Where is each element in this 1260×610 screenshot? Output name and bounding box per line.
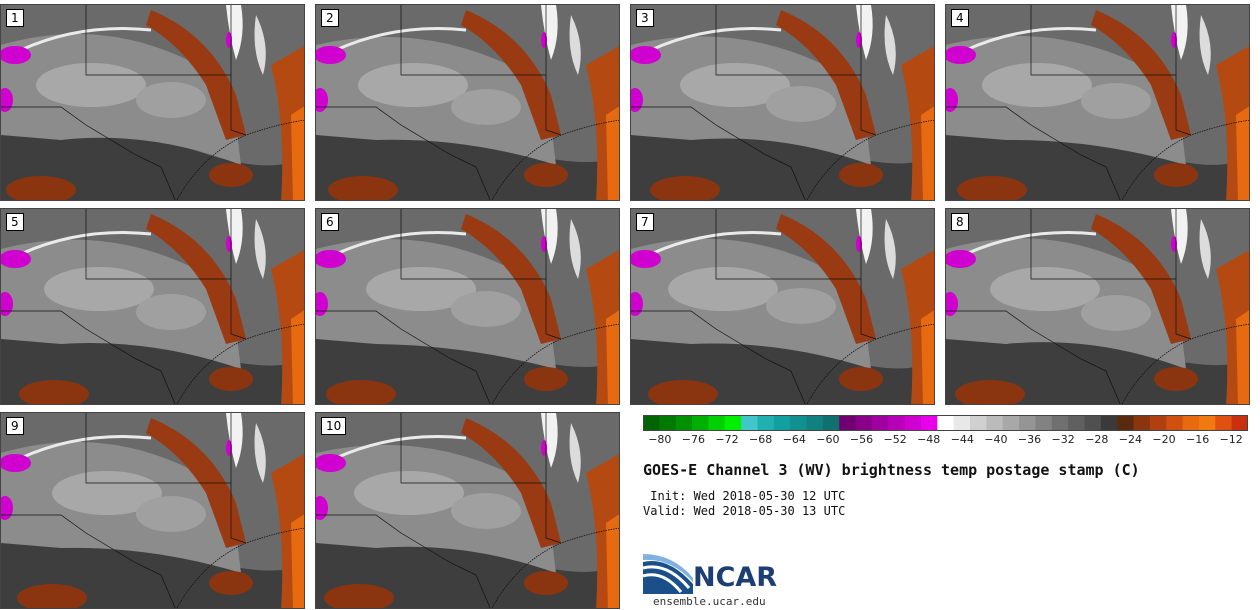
- colorbar-tick: −16: [1185, 433, 1210, 446]
- colorbar-swatch: [839, 415, 857, 431]
- colorbar-swatch: [757, 415, 775, 431]
- panel-label: 1: [6, 9, 24, 27]
- wv-map: [1, 5, 304, 200]
- wv-map: [1, 209, 304, 404]
- panel-label: 10: [321, 417, 347, 435]
- panel-3: 3: [630, 4, 935, 201]
- colorbar-tick: −44: [950, 433, 974, 446]
- colorbar-tick: −24: [1118, 433, 1142, 446]
- colorbar-tick: −20: [1152, 433, 1176, 446]
- colorbar-swatch: [1035, 415, 1053, 431]
- colorbar-swatch: [888, 415, 906, 431]
- ncar-logo-text: NCAR: [693, 562, 778, 593]
- colorbar-swatch: [1166, 415, 1184, 431]
- panel-7: 7: [630, 208, 935, 405]
- panel-6: 6: [315, 208, 620, 405]
- wv-map: [946, 209, 1249, 404]
- site-url: ensemble.ucar.edu: [653, 595, 766, 608]
- panel-label: 6: [321, 213, 339, 231]
- colorbar-swatch: [986, 415, 1004, 431]
- colorbar-swatch: [1133, 415, 1151, 431]
- colorbar-swatch: [822, 415, 840, 431]
- colorbar-swatch: [904, 415, 922, 431]
- panel-10: 10: [315, 412, 620, 609]
- colorbar-tick: −52: [883, 433, 907, 446]
- panel-4: 4: [945, 4, 1250, 201]
- colorbar-swatch: [1117, 415, 1135, 431]
- valid-time: Valid: Wed 2018-05-30 13 UTC: [643, 504, 846, 518]
- panel-label: 2: [321, 9, 339, 27]
- figure-title: GOES-E Channel 3 (WV) brightness temp po…: [643, 461, 1140, 479]
- colorbar-swatch: [773, 415, 791, 431]
- ncar-logo-icon: [643, 554, 693, 594]
- colorbar-swatch: [920, 415, 938, 431]
- colorbar-swatch: [937, 415, 955, 431]
- wv-map: [946, 5, 1249, 200]
- panel-label: 8: [951, 213, 969, 231]
- panel-9: 9: [0, 412, 305, 609]
- panel-1: 1: [0, 4, 305, 201]
- colorbar-swatch: [741, 415, 758, 431]
- panel-label: 5: [6, 213, 24, 231]
- colorbar-swatch: [806, 415, 824, 431]
- colorbar-tick: −12: [1219, 433, 1243, 446]
- panel-label: 7: [636, 213, 654, 231]
- colorbar-tick: −72: [715, 433, 739, 446]
- colorbar-swatch: [1051, 415, 1069, 431]
- wv-map: [316, 413, 619, 608]
- colorbar-tick: −60: [816, 433, 840, 446]
- colorbar-tick: −32: [1051, 433, 1075, 446]
- colorbar-swatch: [855, 415, 873, 431]
- colorbar-tick: −40: [984, 433, 1008, 446]
- panel-2: 2: [315, 4, 620, 201]
- colorbar-swatch: [1215, 415, 1233, 431]
- colorbar-tick: −28: [1085, 433, 1109, 446]
- wv-map: [316, 209, 619, 404]
- colorbar-swatch: [953, 415, 971, 431]
- colorbar-swatch: [1068, 415, 1085, 431]
- colorbar-swatch: [675, 415, 693, 431]
- colorbar-swatch: [1149, 415, 1167, 431]
- init-time: Init: Wed 2018-05-30 12 UTC: [643, 489, 846, 503]
- colorbar-swatch: [1019, 415, 1036, 431]
- wv-map: [631, 209, 934, 404]
- wv-map: [631, 5, 934, 200]
- colorbar-swatch: [1100, 415, 1118, 431]
- wv-map: [316, 5, 619, 200]
- colorbar-swatch: [643, 415, 660, 431]
- colorbar-swatch: [659, 415, 677, 431]
- colorbar-swatch: [1084, 415, 1102, 431]
- colorbar-swatch: [708, 415, 726, 431]
- colorbar-tick: −36: [1017, 433, 1042, 446]
- colorbar-swatch: [1198, 415, 1216, 431]
- panel-label: 9: [6, 417, 24, 435]
- colorbar-tick: −68: [748, 433, 773, 446]
- colorbar-swatch: [1002, 415, 1020, 431]
- panel-5: 5: [0, 208, 305, 405]
- colorbar-tick: −80: [648, 433, 672, 446]
- panel-label: 4: [951, 9, 969, 27]
- colorbar-swatch: [970, 415, 987, 431]
- wv-map: [1, 413, 304, 608]
- colorbar-swatch: [790, 415, 808, 431]
- colorbar-tick: −56: [849, 433, 874, 446]
- colorbar-swatch: [1182, 415, 1200, 431]
- colorbar-tick: −64: [782, 433, 806, 446]
- colorbar-swatch: [692, 415, 709, 431]
- colorbar-swatch: [1231, 415, 1248, 431]
- colorbar: [643, 415, 1248, 431]
- colorbar-swatch: [724, 415, 742, 431]
- panel-8: 8: [945, 208, 1250, 405]
- panel-label: 3: [636, 9, 654, 27]
- colorbar-tick: −48: [917, 433, 941, 446]
- colorbar-tick: −76: [681, 433, 705, 446]
- colorbar-swatch: [871, 415, 889, 431]
